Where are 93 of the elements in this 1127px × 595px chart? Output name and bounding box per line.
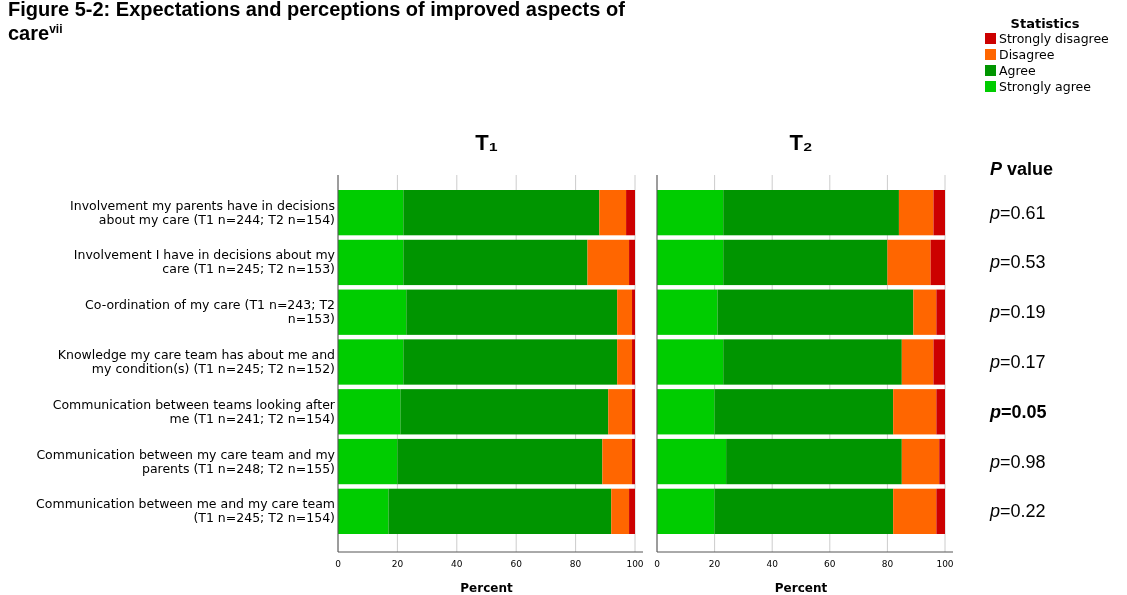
x-tick-label: 100 — [626, 559, 644, 569]
bar — [726, 438, 902, 485]
bar — [388, 488, 612, 534]
chart-subtitle: T₂ — [789, 130, 813, 155]
bar — [626, 190, 635, 236]
x-tick-label: 20 — [708, 559, 721, 569]
x-tick-label: 20 — [391, 559, 404, 569]
bar — [338, 339, 404, 385]
bar — [893, 488, 937, 534]
bar — [632, 389, 635, 435]
bar — [893, 389, 937, 435]
bar — [936, 289, 945, 335]
chart-title: Figure 5-2: Expectations and perceptions of improved aspects of care$^{vii}$ — [8, 0, 626, 44]
bar — [632, 289, 635, 335]
bar — [397, 438, 603, 485]
bar — [933, 339, 945, 385]
y-tick-label: Communication between teams looking after me (T1 n=241; T2 n=154) — [52, 396, 336, 426]
bar — [403, 239, 588, 286]
bar — [338, 438, 398, 485]
bar — [939, 438, 945, 485]
bar — [632, 438, 635, 485]
bar — [629, 488, 635, 534]
bar — [930, 239, 945, 286]
bar — [406, 289, 618, 335]
bar — [632, 339, 635, 385]
bar — [338, 239, 404, 286]
text: p=0.61 — [989, 202, 1046, 223]
y-tick-label: Involvement my parents have in decisions about my care (T1 n=244; T2 n=154) — [70, 197, 335, 227]
bar — [617, 289, 633, 335]
bar — [717, 289, 914, 335]
bar — [933, 190, 945, 236]
bar — [587, 239, 630, 286]
bar — [714, 389, 894, 435]
text: p=0.22 — [989, 501, 1046, 522]
y-tick-label: Communication between me and my care team (T1 n=245; T2 n=154) — [36, 496, 335, 526]
x-tick-label: 40 — [451, 559, 463, 569]
bar — [608, 389, 633, 435]
bar — [338, 190, 404, 236]
bar — [657, 339, 724, 385]
bar — [602, 438, 633, 485]
bar — [400, 389, 609, 435]
legend-label: Disagree — [999, 47, 1055, 62]
x-tick-label: 60 — [824, 559, 836, 569]
bar — [936, 488, 945, 534]
text: p=0.17 — [989, 352, 1046, 372]
x-tick-label: 0 — [654, 559, 661, 569]
bar — [657, 488, 715, 534]
chart-subtitle: T₁ — [475, 130, 498, 155]
x-tick-label: 80 — [569, 559, 582, 569]
bar — [887, 239, 931, 286]
x-axis-title: Percent — [774, 581, 828, 595]
x-tick-label: 100 — [936, 559, 954, 569]
text: p=0.05 — [989, 401, 1047, 422]
bar — [714, 488, 894, 534]
bar — [901, 438, 940, 485]
bar — [898, 190, 934, 236]
bar — [657, 389, 715, 435]
bar — [338, 389, 401, 435]
legend-label: Strongly disagree — [999, 31, 1110, 46]
bar — [657, 289, 718, 335]
y-tick-label: Knowledge my care team has about me and my condition(s) (T1 n=245; T2 n=152) — [57, 347, 335, 376]
text: p=0.53 — [989, 252, 1046, 273]
bar — [723, 190, 899, 236]
x-tick-label: 80 — [881, 559, 894, 569]
text: P value — [990, 159, 1054, 179]
bar — [913, 289, 937, 335]
bar — [629, 239, 635, 286]
x-axis-title: Percent — [460, 581, 513, 595]
x-tick-label: 40 — [766, 559, 779, 569]
legend-label: Strongly agree — [999, 79, 1092, 94]
bar — [723, 239, 888, 286]
x-tick-label: 60 — [510, 559, 523, 569]
bar — [657, 190, 724, 236]
bar — [723, 339, 902, 385]
bar — [657, 239, 724, 286]
bar — [338, 488, 389, 534]
bar — [657, 438, 727, 485]
bar — [599, 190, 627, 236]
y-tick-label: Involvement I have in decisions about my care (T1 n=245; T2 n=153) — [73, 247, 336, 277]
bar — [403, 339, 618, 385]
text: p=0.19 — [989, 302, 1046, 323]
legend-title: Statistics — [1010, 16, 1080, 31]
x-tick-label: 0 — [335, 559, 342, 569]
bar — [901, 339, 934, 385]
bar — [338, 289, 407, 335]
bar — [403, 190, 600, 236]
bar — [936, 389, 945, 435]
legend-label: Agree — [999, 63, 1037, 78]
text: p=0.98 — [989, 451, 1046, 472]
y-tick-label: Co-ordination of my care (T1 n=243; T2 n=153) — [85, 297, 335, 327]
y-tick-label: Communication between my care team and my parents (T1 n=248; T2 n=155) — [36, 446, 336, 476]
bar — [617, 339, 633, 385]
bar — [611, 488, 630, 534]
